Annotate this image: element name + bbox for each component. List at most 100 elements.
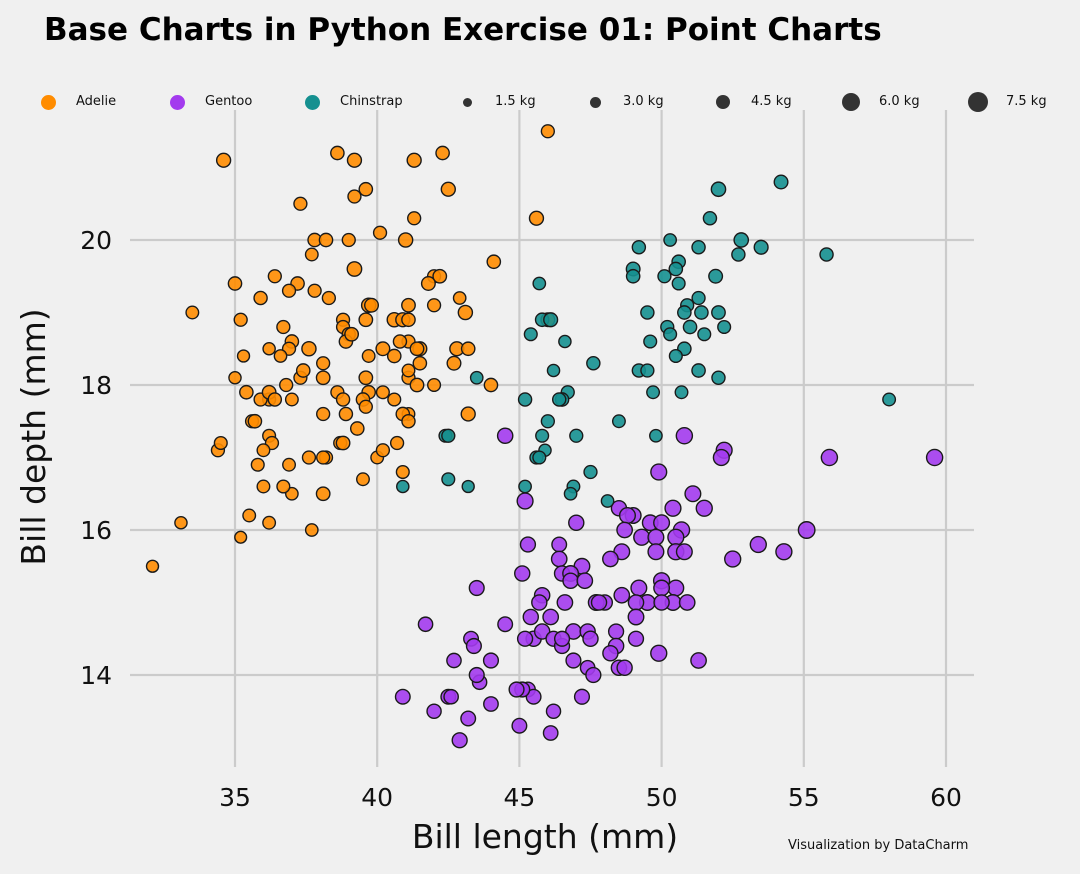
- data-point-chinstrap: [717, 319, 732, 335]
- data-point-gentoo: [585, 666, 602, 684]
- legend-marker-icon: [842, 93, 860, 111]
- data-point-adelie: [284, 392, 299, 407]
- data-point-chinstrap: [640, 363, 655, 378]
- data-point-chinstrap: [646, 385, 661, 400]
- data-point-gentoo: [417, 616, 434, 633]
- data-point-adelie: [267, 392, 283, 407]
- data-point-gentoo: [565, 652, 582, 669]
- data-point-chinstrap: [731, 247, 746, 262]
- data-point-adelie: [335, 392, 351, 407]
- data-point-chinstrap: [691, 290, 706, 306]
- data-point-gentoo: [664, 499, 682, 517]
- data-point-adelie: [233, 312, 248, 327]
- data-point-chinstrap: [535, 428, 550, 443]
- data-point-adelie: [304, 247, 319, 262]
- data-point-gentoo: [653, 579, 671, 597]
- data-point-adelie: [427, 377, 442, 393]
- data-point-adelie: [295, 363, 311, 378]
- data-point-gentoo: [607, 623, 625, 640]
- data-point-gentoo: [443, 688, 459, 705]
- data-point-adelie: [375, 385, 390, 400]
- legend-label: 4.5 kg: [751, 94, 792, 109]
- data-point-adelie: [236, 349, 251, 363]
- data-point-chinstrap: [711, 305, 726, 320]
- data-point-chinstrap: [643, 334, 658, 349]
- data-point-adelie: [242, 508, 257, 523]
- data-point-adelie: [358, 181, 374, 197]
- data-point-adelie: [486, 254, 502, 270]
- data-point-gentoo: [446, 652, 462, 669]
- data-point-adelie: [335, 435, 351, 451]
- data-point-adelie: [215, 152, 232, 168]
- data-point-chinstrap: [682, 319, 698, 335]
- data-point-chinstrap: [710, 181, 727, 198]
- data-point-chinstrap: [583, 464, 598, 480]
- data-point-adelie: [395, 464, 410, 480]
- data-point-adelie: [239, 384, 254, 400]
- data-point-chinstrap: [668, 261, 684, 277]
- data-point-adelie: [227, 276, 243, 291]
- legend-label: 7.5 kg: [1006, 94, 1047, 109]
- data-point-adelie: [262, 515, 277, 530]
- data-point-adelie: [279, 377, 294, 393]
- data-point-gentoo: [394, 688, 411, 705]
- legend-label: 3.0 kg: [623, 94, 664, 109]
- data-point-chinstrap: [543, 312, 559, 328]
- data-point-gentoo: [451, 732, 468, 749]
- data-point-adelie: [435, 145, 450, 161]
- data-point-chinstrap: [663, 327, 678, 342]
- points: [145, 124, 944, 749]
- data-point-adelie: [315, 486, 331, 502]
- data-point-gentoo: [820, 448, 839, 467]
- data-point-adelie: [375, 443, 391, 458]
- data-point-gentoo: [667, 528, 685, 546]
- data-point-chinstrap: [671, 276, 686, 291]
- data-point-gentoo: [647, 543, 665, 561]
- data-point-gentoo: [590, 594, 608, 611]
- x-axis-label: Bill length (mm): [412, 817, 678, 856]
- data-point-adelie: [346, 261, 363, 277]
- data-point-chinstrap: [733, 232, 750, 248]
- data-point-gentoo: [542, 725, 559, 741]
- data-point-gentoo: [468, 579, 485, 597]
- data-point-adelie: [273, 349, 288, 363]
- data-point-gentoo: [616, 659, 633, 676]
- x-tick-label: 45: [503, 783, 535, 812]
- data-point-adelie: [250, 457, 265, 472]
- data-point-gentoo: [519, 536, 537, 553]
- data-point-chinstrap: [640, 305, 655, 320]
- data-point-adelie: [452, 291, 467, 305]
- data-point-gentoo: [522, 608, 540, 626]
- legend-marker-icon: [968, 92, 988, 112]
- data-point-chinstrap: [631, 240, 647, 255]
- data-point-gentoo: [749, 535, 767, 554]
- data-point-chinstrap: [753, 239, 769, 255]
- data-point-gentoo: [533, 623, 551, 640]
- data-point-gentoo: [775, 543, 793, 561]
- data-point-chinstrap: [649, 428, 663, 443]
- data-point-adelie: [228, 370, 242, 385]
- data-point-chinstrap: [551, 392, 567, 407]
- data-point-gentoo: [511, 717, 528, 734]
- legend-marker-icon: [304, 94, 320, 110]
- data-point-adelie: [256, 443, 271, 458]
- data-point-gentoo: [724, 550, 742, 568]
- data-point-chinstrap: [517, 392, 533, 407]
- data-point-adelie: [358, 312, 374, 328]
- data-point-chinstrap: [586, 356, 601, 371]
- data-point-adelie: [446, 355, 462, 371]
- data-point-adelie: [349, 421, 365, 436]
- data-point-adelie: [293, 196, 308, 211]
- data-point-adelie: [301, 340, 317, 357]
- data-point-adelie: [276, 479, 291, 494]
- legend: Adelie Gentoo Chinstrap 1.5 kg 3.0 kg 4.5 kg 6…: [0, 88, 1080, 116]
- data-point-chinstrap: [523, 327, 538, 342]
- data-point-chinstrap: [819, 247, 834, 262]
- data-point-adelie: [361, 349, 376, 363]
- data-point-adelie: [315, 370, 331, 386]
- data-point-adelie: [267, 269, 282, 284]
- data-point-gentoo: [618, 506, 636, 525]
- data-point-gentoo: [542, 608, 560, 626]
- legend-marker-icon: [462, 97, 472, 107]
- data-point-adelie: [528, 210, 545, 226]
